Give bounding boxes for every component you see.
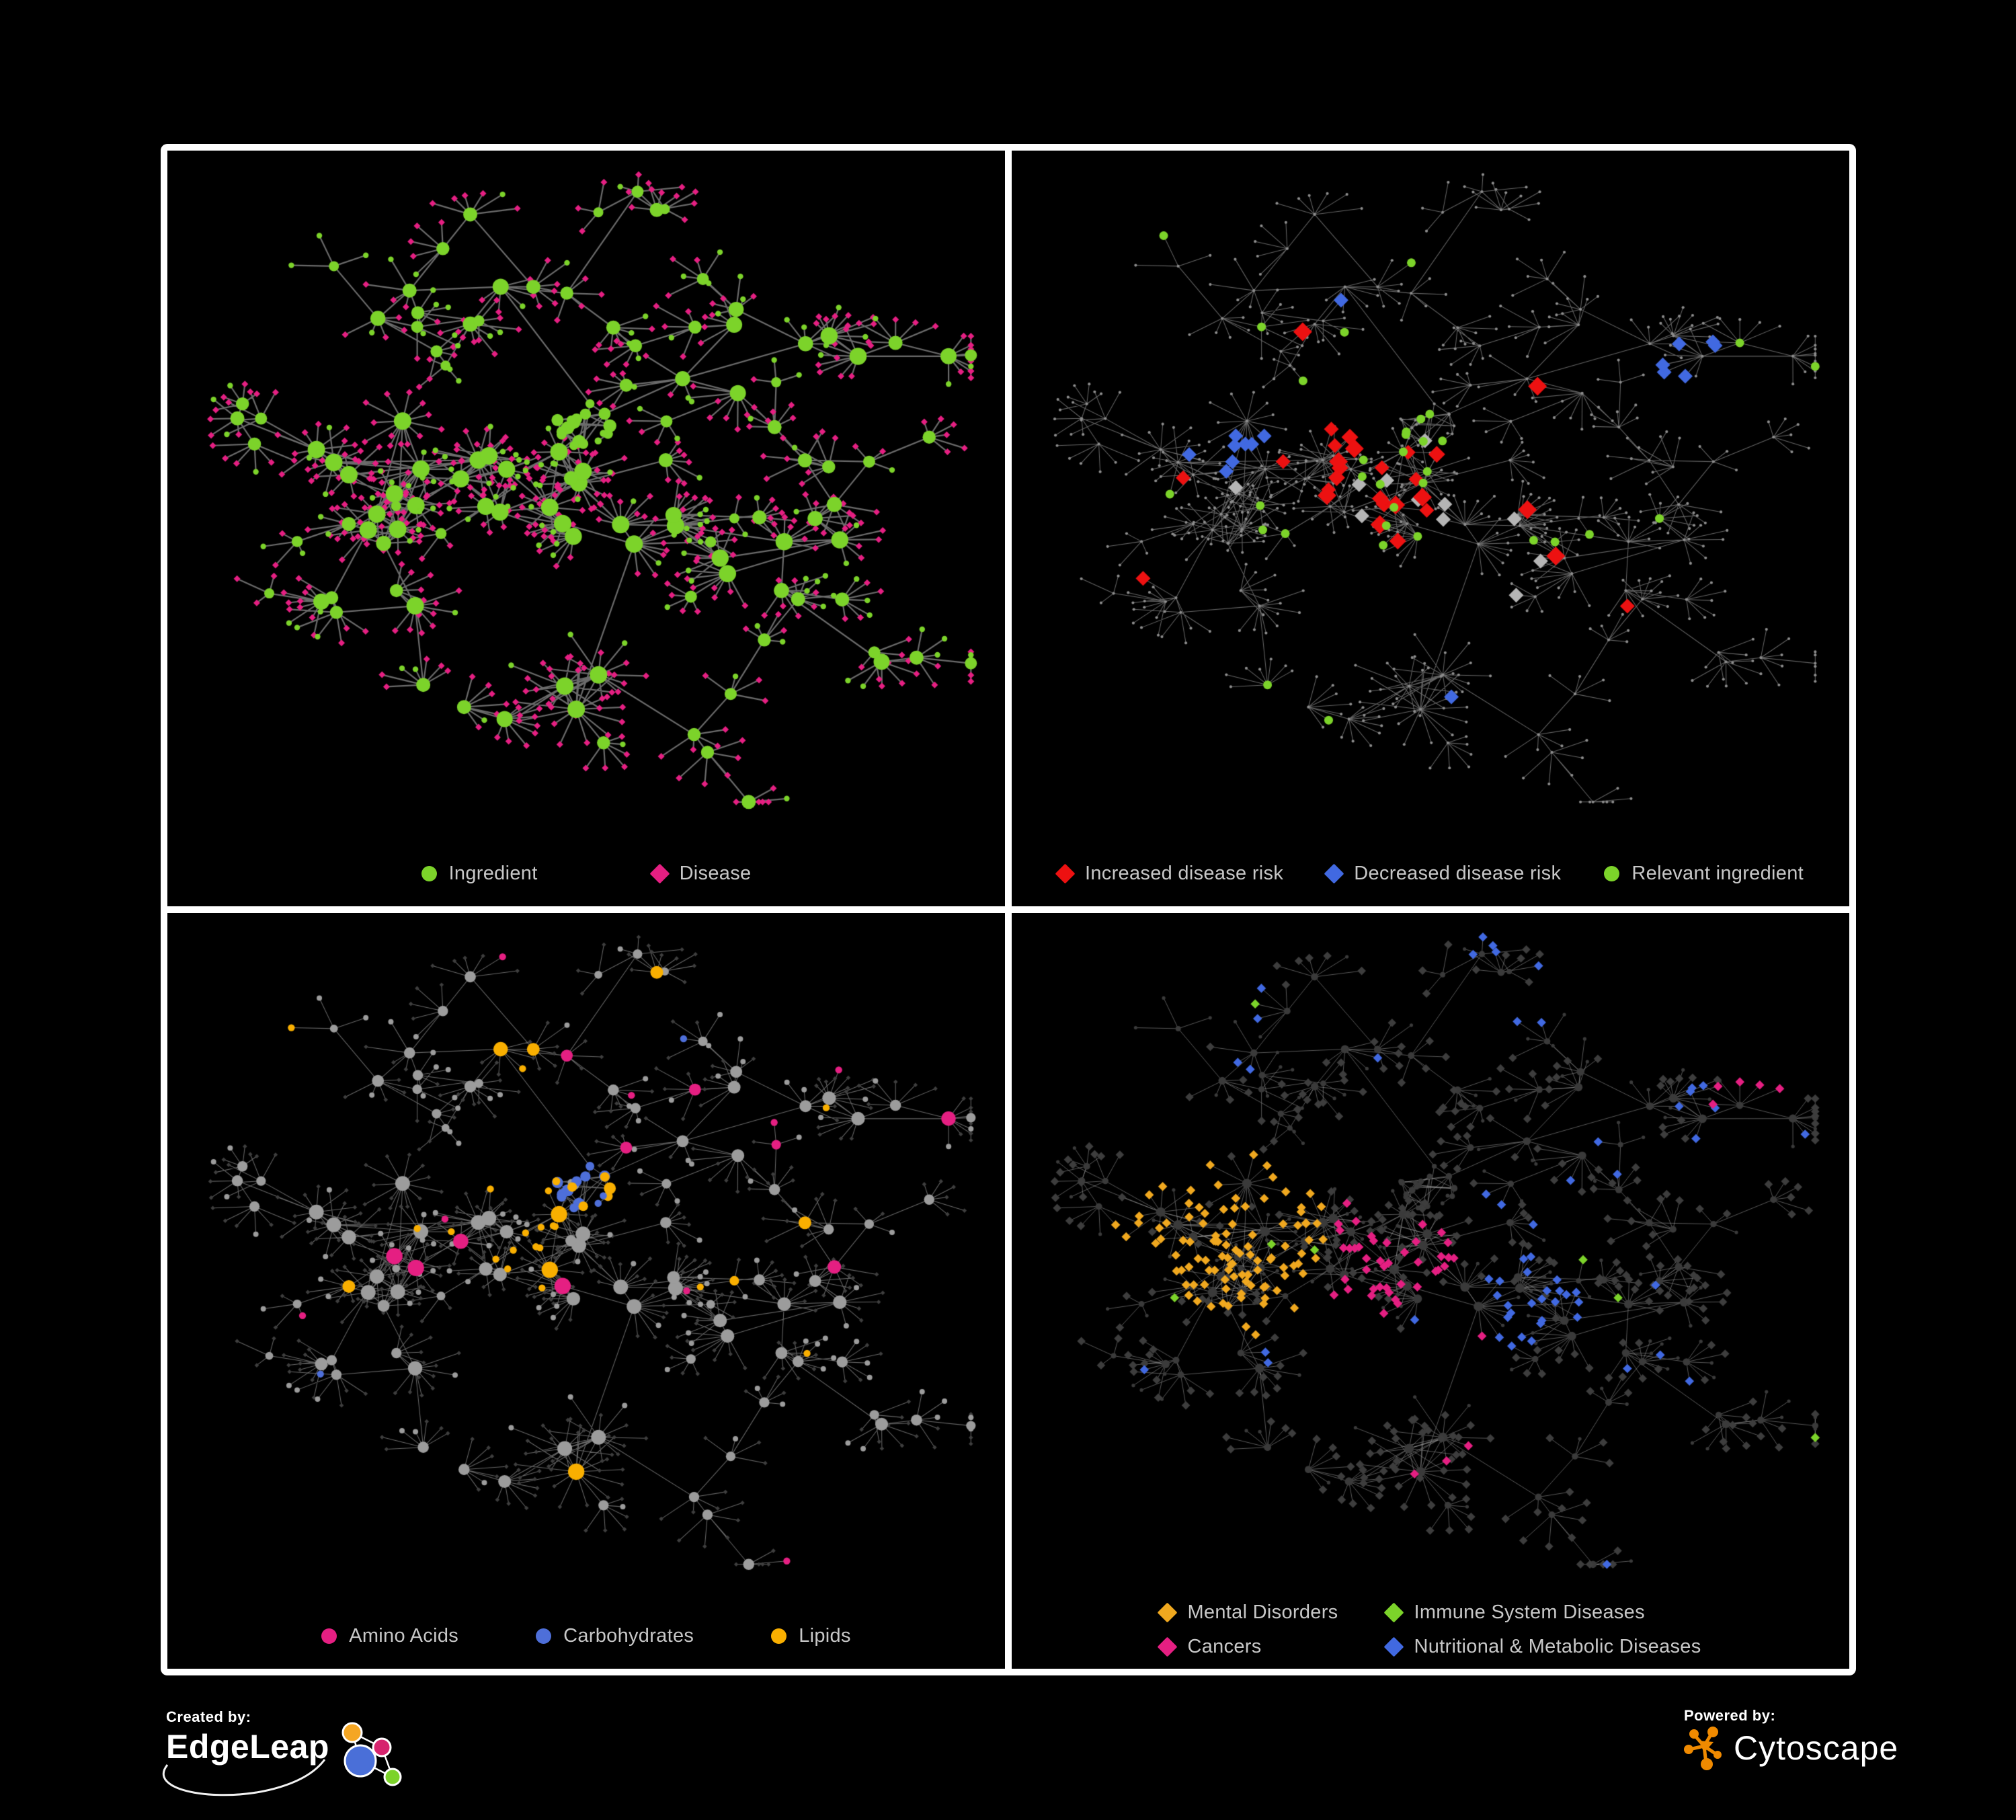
disease-class-legend: Mental Disorders Immune System Diseases Ca… bbox=[1012, 1601, 1849, 1658]
compound-class-legend: Amino Acids Carbohydrates Lipids bbox=[167, 1625, 1005, 1647]
legend-item: Ingredient bbox=[421, 863, 538, 885]
disease-risk-network-canvas bbox=[1012, 151, 1849, 906]
legend-item: Decreased disease risk bbox=[1324, 863, 1562, 885]
legend-item: Carbohydrates bbox=[536, 1625, 694, 1647]
panel-disease-class: Mental Disorders Immune System Diseases Ca… bbox=[1012, 913, 1849, 1669]
legend-label: Mental Disorders bbox=[1187, 1601, 1338, 1623]
legend-label: Increased disease risk bbox=[1085, 863, 1284, 884]
legend-item: Amino Acids bbox=[321, 1625, 458, 1647]
circle-marker-icon bbox=[771, 1628, 787, 1644]
diamond-marker-icon bbox=[649, 863, 670, 884]
legend-item: Mental Disorders bbox=[1158, 1601, 1338, 1624]
legend-label: Immune System Diseases bbox=[1414, 1601, 1645, 1623]
circle-marker-icon bbox=[1604, 866, 1620, 881]
compound-class-network-canvas bbox=[167, 913, 1005, 1669]
legend-label: Ingredient bbox=[448, 863, 538, 884]
edgeleap-network-icon bbox=[341, 1722, 402, 1786]
legend-label: Lipids bbox=[799, 1625, 851, 1647]
cytoscape-network-icon bbox=[1684, 1727, 1722, 1770]
diamond-marker-icon bbox=[1384, 1636, 1404, 1657]
legend-label: Cancers bbox=[1187, 1636, 1262, 1657]
legend-item: Disease bbox=[649, 863, 752, 885]
circle-marker-icon bbox=[421, 866, 437, 881]
powered-by-label: Powered by: bbox=[1684, 1707, 1776, 1724]
diamond-marker-icon bbox=[1158, 1636, 1178, 1657]
ingredient-disease-legend: Ingredient Disease bbox=[167, 863, 1005, 885]
ingredient-disease-network-canvas bbox=[167, 151, 1005, 906]
legend-label: Disease bbox=[679, 863, 752, 884]
circle-marker-icon bbox=[536, 1628, 552, 1644]
legend-label: Carbohydrates bbox=[563, 1625, 694, 1647]
legend-label: Amino Acids bbox=[349, 1625, 459, 1647]
legend-item: Lipids bbox=[771, 1625, 851, 1647]
edgeleap-swoosh-icon bbox=[162, 1759, 326, 1796]
edgeleap-logo-text: EdgeLeap bbox=[166, 1728, 329, 1766]
panel-compound-class: Amino Acids Carbohydrates Lipids bbox=[167, 913, 1005, 1669]
legend-item: Relevant ingredient bbox=[1604, 863, 1804, 885]
diamond-marker-icon bbox=[1158, 1602, 1178, 1623]
circle-marker-icon bbox=[321, 1628, 337, 1644]
cytoscape-logo: Cytoscape bbox=[1684, 1726, 1898, 1770]
legend-item: Immune System Diseases bbox=[1384, 1601, 1701, 1624]
cytoscape-credit: Powered by: Cytoscape bbox=[1684, 1707, 1898, 1770]
figure-frame: Ingredient Disease Increased disease risk… bbox=[161, 144, 1856, 1675]
disease-risk-legend: Increased disease risk Decreased disease … bbox=[1012, 863, 1849, 885]
created-by-label: Created by: bbox=[166, 1708, 251, 1725]
edgeleap-credit: Created by: EdgeLeap bbox=[162, 1708, 409, 1800]
legend-item: Nutritional & Metabolic Diseases bbox=[1384, 1636, 1701, 1658]
edgeleap-logo: EdgeLeap bbox=[162, 1722, 409, 1800]
legend-label: Relevant ingredient bbox=[1631, 863, 1804, 884]
diamond-marker-icon bbox=[1324, 863, 1344, 884]
diamond-marker-icon bbox=[1384, 1602, 1404, 1623]
legend-item: Increased disease risk bbox=[1055, 863, 1284, 885]
disease-class-network-canvas bbox=[1012, 913, 1849, 1669]
legend-label: Decreased disease risk bbox=[1354, 863, 1562, 884]
legend-item: Cancers bbox=[1158, 1636, 1338, 1658]
panel-ingredient-disease: Ingredient Disease bbox=[167, 151, 1005, 906]
cytoscape-logo-text: Cytoscape bbox=[1734, 1729, 1899, 1767]
diamond-marker-icon bbox=[1055, 863, 1076, 884]
panel-disease-risk: Increased disease risk Decreased disease … bbox=[1012, 151, 1849, 906]
legend-label: Nutritional & Metabolic Diseases bbox=[1414, 1636, 1701, 1657]
